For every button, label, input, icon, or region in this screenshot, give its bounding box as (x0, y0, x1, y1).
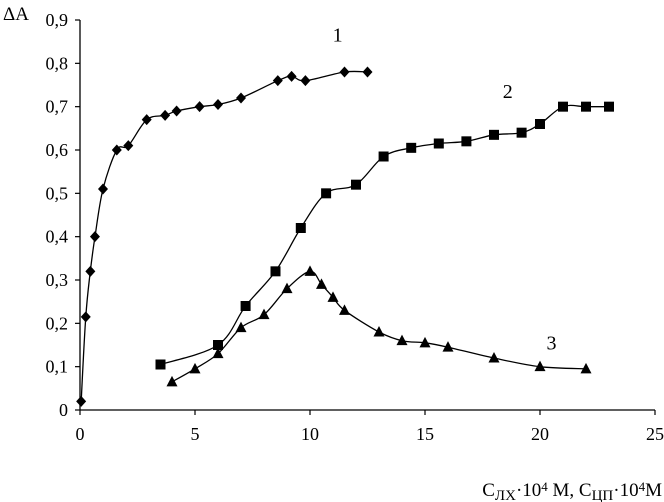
data-point (166, 375, 178, 387)
data-point (378, 151, 389, 162)
series-1-label: 1 (333, 25, 343, 47)
series-3: 3 (166, 265, 592, 387)
x-axis-label-part: ЦП (592, 488, 614, 502)
y-tick-label: 0,5 (46, 183, 69, 203)
data-point (580, 362, 592, 374)
x-axis-label: CЛХ·104 M, CЦП·104M (482, 479, 662, 502)
data-point (212, 347, 224, 359)
data-point (111, 144, 122, 156)
x-tick-label: 20 (531, 424, 549, 444)
y-tick-label: 0,7 (46, 97, 69, 117)
data-point (516, 127, 527, 138)
data-point (272, 75, 283, 87)
data-point (76, 395, 87, 407)
data-point (339, 304, 350, 315)
data-point (236, 92, 246, 104)
data-point (171, 105, 182, 117)
data-point (80, 311, 91, 323)
x-axis-label-part: ЛХ (495, 488, 516, 502)
series-2-line (160, 104, 609, 366)
series-2: 2 (155, 81, 614, 370)
data-point (534, 360, 546, 372)
data-point (160, 109, 171, 121)
data-point (442, 341, 454, 352)
data-point (419, 336, 431, 348)
data-point (213, 99, 223, 110)
x-axis-label-part: 4 (541, 479, 548, 494)
data-point (321, 188, 332, 199)
data-point (339, 66, 350, 78)
data-point (194, 101, 205, 113)
series-group: 1 2 3 (76, 25, 614, 407)
data-point (373, 326, 385, 337)
data-point (304, 265, 316, 276)
data-point (558, 101, 568, 112)
data-point (295, 223, 306, 233)
data-point (362, 66, 373, 78)
data-point (581, 101, 591, 112)
x-tick-label: 25 (646, 424, 664, 444)
y-tick-label: 0,8 (46, 53, 69, 73)
y-tick-label: 0,3 (46, 270, 69, 290)
y-tick-label: 0,4 (46, 227, 69, 247)
x-axis-label-part: ·10 (613, 480, 638, 501)
data-point (535, 119, 545, 129)
series-1: 1 (76, 25, 373, 407)
x-axis-label-part: M (645, 480, 662, 501)
series-2-label: 2 (503, 81, 513, 103)
data-point (213, 340, 223, 350)
series-3-label: 3 (547, 332, 557, 354)
data-point (155, 359, 166, 370)
data-point (286, 70, 297, 82)
data-point (258, 308, 270, 320)
data-point (89, 231, 100, 243)
data-point (406, 142, 417, 153)
x-axis-label-part: C (482, 480, 495, 501)
data-point (240, 301, 251, 311)
y-tick-label: 0 (59, 400, 68, 420)
x-axis-label-part: ·10 (516, 480, 541, 501)
ticks: 0 0,1 0,2 0,3 0,4 0,5 0,6 0,7 0,8 0,9 0 5 10 15 20 25 (46, 10, 664, 444)
data-point (433, 138, 444, 149)
x-tick-label: 5 (191, 424, 200, 444)
data-point (235, 321, 247, 333)
x-axis-label-part: 4 (639, 479, 646, 494)
y-tick-label: 0,6 (46, 140, 69, 160)
data-point (604, 101, 614, 112)
x-tick-label: 10 (301, 424, 319, 444)
data-point (270, 266, 281, 277)
data-point (489, 129, 499, 140)
data-point (189, 362, 201, 374)
data-point (123, 140, 134, 152)
x-tick-label: 0 (76, 424, 85, 444)
data-point (351, 179, 361, 190)
y-tick-label: 0,9 (46, 10, 69, 30)
axes (79, 20, 655, 411)
y-tick-label: 0,1 (46, 357, 69, 377)
data-point (300, 75, 311, 87)
data-point (141, 114, 152, 126)
data-point (85, 265, 96, 277)
data-point (461, 136, 472, 147)
data-point (327, 291, 339, 302)
y-axis-label: ΔA (3, 4, 29, 25)
data-point (396, 334, 408, 346)
data-point (488, 352, 500, 363)
x-axis-label-part: M, C (548, 480, 592, 501)
y-tick-label: 0,2 (46, 313, 69, 333)
x-tick-label: 15 (416, 424, 434, 444)
data-point (98, 183, 108, 195)
data-point (281, 282, 293, 294)
series-1-line (80, 70, 368, 402)
data-point (316, 278, 327, 289)
